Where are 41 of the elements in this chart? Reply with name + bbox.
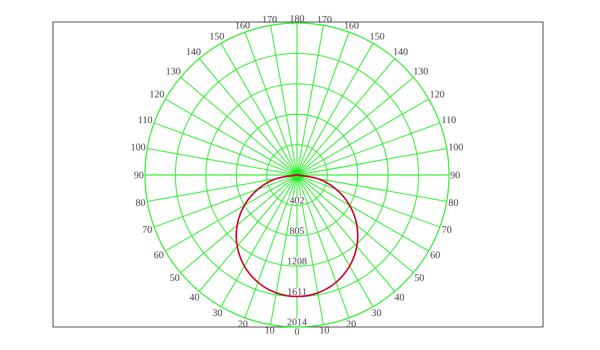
y-tick-label: 1208 <box>288 258 307 264</box>
spoke-label: 120 <box>430 90 444 98</box>
spoke-label: 130 <box>414 68 428 74</box>
spoke-label: 0 <box>294 328 300 335</box>
spoke-label: 20 <box>238 320 248 328</box>
spoke-label: 160 <box>344 22 359 29</box>
spoke-label: 70 <box>142 226 152 233</box>
spoke-label: 100 <box>132 144 146 150</box>
spoke-label: 30 <box>212 309 222 316</box>
spoke-label: 140 <box>394 48 408 55</box>
spoke-label: 140 <box>186 48 201 55</box>
spoke-label: 90 <box>134 172 144 178</box>
spoke-label: 50 <box>170 274 180 281</box>
spoke-label: 130 <box>166 68 180 74</box>
y-tick-label: 402 <box>290 196 304 204</box>
spoke-label: 60 <box>430 251 440 258</box>
y-tick-label: 2014 <box>287 318 307 326</box>
spoke-label: 70 <box>442 226 452 233</box>
spoke-label: 10 <box>266 326 274 334</box>
spoke-label: 160 <box>236 22 250 29</box>
spoke-label: 170 <box>262 16 277 23</box>
spoke-label: 170 <box>318 16 332 23</box>
spoke-label: 40 <box>394 294 404 301</box>
spoke-label: 90 <box>450 172 460 178</box>
spoke-label: 110 <box>138 116 152 124</box>
spoke-label: 110 <box>442 116 456 124</box>
spoke-label: 150 <box>370 32 384 40</box>
spoke-label: 40 <box>190 294 200 301</box>
spoke-label: 20 <box>346 320 356 328</box>
spoke-label: 30 <box>372 309 382 316</box>
spoke-label: 60 <box>154 251 164 258</box>
spoke-label: 80 <box>136 199 146 206</box>
spoke-label: 10 <box>320 326 329 334</box>
y-tick-label: 1611 <box>288 288 306 295</box>
spoke-label: 180 <box>290 15 304 22</box>
spoke-label: 50 <box>414 274 424 281</box>
spoke-label: 120 <box>150 90 164 98</box>
spoke-label: 100 <box>449 144 463 150</box>
spoke-label: 150 <box>210 32 224 40</box>
y-tick-label: 805 <box>290 227 304 234</box>
spoke-label: 80 <box>448 199 458 206</box>
